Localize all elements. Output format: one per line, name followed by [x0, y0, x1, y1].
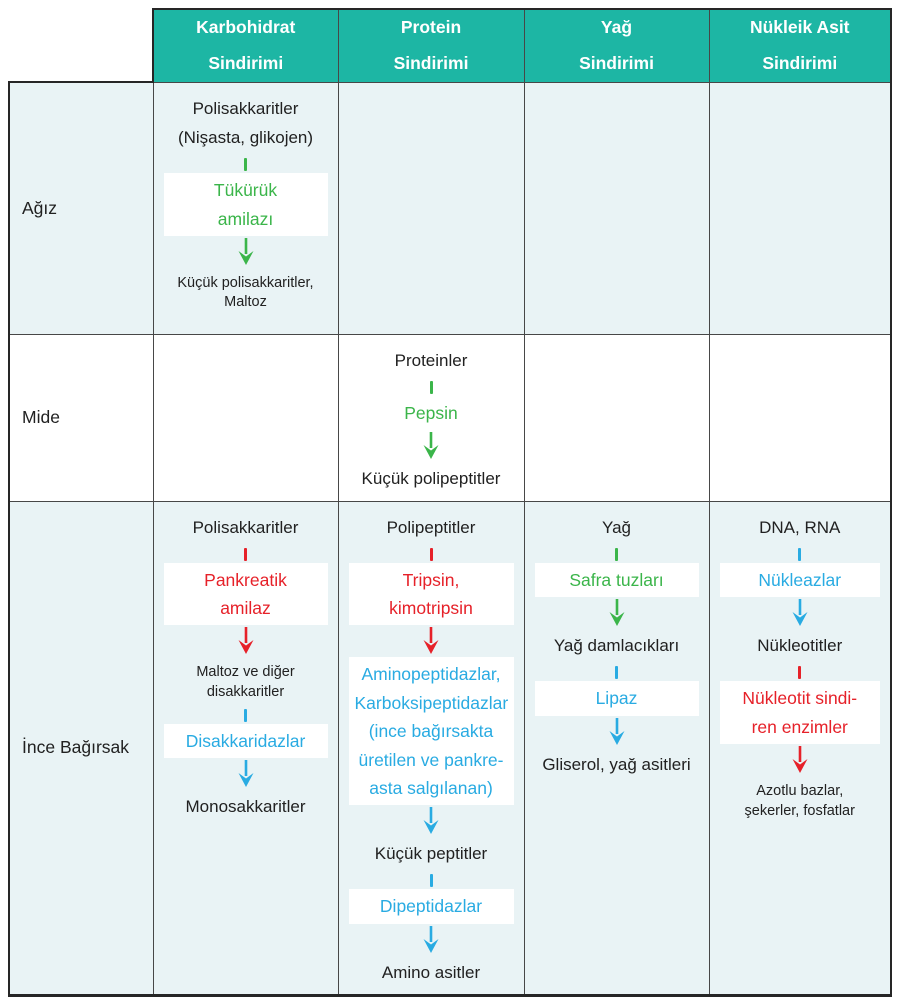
down-arrow-icon [423, 432, 439, 460]
cell: Yağ Safra tuzları Yağ damlacıkları Lipaz Gli… [523, 500, 710, 997]
substrate-text: Küçük polipeptitler [361, 469, 501, 489]
substrate-text: Yağ [602, 517, 631, 537]
column-header-yag: Yağ Sindirimi [523, 7, 710, 83]
substrate-text: Yağ damlacıkları [553, 636, 680, 656]
flow-cell [710, 335, 889, 347]
column-header-line: Nükleik Asit [749, 17, 850, 37]
column-header-line: Karbohidrat [196, 17, 296, 37]
flow-cell: Polisakkaritler (Nişasta, glikojen) Tükürü… [154, 83, 337, 320]
flow-tick [429, 547, 433, 561]
column-header-nukleik-asit: Nükleik Asit Sindirimi [708, 7, 892, 83]
substrate-text: Polisakkaritler [192, 517, 299, 537]
cell [337, 81, 525, 335]
flow-cell: DNA, RNA Nükleazlar Nükleotitler Nükleotit … [710, 502, 889, 828]
flow-cell: Proteinler Pepsin Küçük polipeptitler [339, 335, 523, 500]
cell [708, 81, 892, 335]
substrate-text: Küçük polisakkaritler, Maltoz [177, 274, 314, 311]
enzyme-label: Tripsin, kimotripsin [348, 562, 514, 626]
cell: Polipeptitler Tripsin, kimotripsin Aminopep… [337, 500, 525, 997]
substrate-text: Proteinler [394, 350, 468, 370]
flow-cell: Polisakkaritler Pankreatik amilaz Maltoz ve… [154, 502, 337, 828]
flow-cell [525, 83, 708, 95]
cell: Polisakkaritler (Nişasta, glikojen) Tükürü… [152, 81, 339, 335]
flow-cell [339, 83, 523, 95]
row-label: Ağız [8, 81, 154, 335]
cell [523, 81, 710, 335]
flow-tick [615, 666, 618, 680]
flow-tick [429, 874, 433, 888]
enzyme-label: Pepsin [348, 395, 514, 431]
row-label-text: Ağız [22, 198, 58, 218]
cell [523, 333, 710, 502]
cell: Polisakkaritler Pankreatik amilaz Maltoz ve… [152, 500, 339, 997]
substrate-text: Amino asitler [381, 962, 481, 982]
down-arrow-icon [792, 599, 808, 627]
enzyme-label: Aminopeptidazlar, Karboksipeptidazlar (inc… [348, 657, 514, 806]
down-arrow-icon [609, 717, 624, 745]
cell [152, 333, 339, 502]
column-header-karbohidrat: Karbohidrat Sindirimi [152, 7, 339, 83]
flow-cell: Polipeptitler Tripsin, kimotripsin Aminopep… [339, 502, 523, 992]
column-header-line: Sindirimi [762, 52, 838, 73]
enzyme-label: Dipeptidazlar [348, 889, 514, 924]
down-arrow-icon [609, 599, 624, 627]
flow-tick [244, 708, 247, 722]
enzyme-label: Disakkaridazlar [163, 723, 328, 758]
flow-tick [244, 158, 247, 172]
down-arrow-icon [238, 759, 253, 787]
enzyme-label: Nükleotit sindi-ren enzimler [719, 681, 880, 745]
row-label-text: Mide [22, 407, 60, 428]
page: Karbohidrat Sindirimi Protein Sindirimi Yağ S… [0, 7, 898, 997]
row-label: Mide [8, 333, 154, 502]
down-arrow-icon [238, 627, 253, 655]
substrate-text: Küçük peptitler [374, 844, 488, 864]
down-arrow-icon [423, 925, 439, 953]
cell [708, 333, 892, 502]
flow-tick [798, 547, 802, 561]
column-header-line: Sindirimi [208, 52, 284, 73]
enzyme-label: Nükleazlar [719, 562, 880, 598]
enzyme-label: Lipaz [534, 681, 699, 716]
down-arrow-icon [423, 627, 439, 655]
enzyme-label: Tükürük amilazı [163, 173, 328, 236]
digestion-table: Karbohidrat Sindirimi Protein Sindirimi Yağ S… [8, 7, 892, 997]
column-header-line: Sindirimi [393, 52, 469, 73]
flow-tick [429, 380, 433, 394]
flow-tick [244, 547, 247, 561]
column-header-protein: Protein Sindirimi [337, 7, 525, 83]
flow-cell [154, 335, 337, 347]
column-header-line: Sindirimi [579, 52, 654, 73]
substrate-text: Gliserol, yağ asitleri [542, 754, 691, 774]
flow-cell [710, 83, 889, 95]
down-arrow-icon [423, 807, 439, 835]
column-header-line: Protein [400, 17, 462, 37]
substrate-text: Polisakkaritler (Nişasta, glikojen) [177, 98, 314, 147]
substrate-text: Monosakkaritler [185, 796, 306, 816]
substrate-text: Maltoz ve diğer disakkaritler [196, 664, 295, 701]
substrate-text: Azotlu bazlar, şekerler, fosfatlar [744, 783, 855, 819]
row-label-text: İnce Bağırsak [22, 737, 129, 758]
flow-tick [615, 547, 618, 561]
corner-blank-cell [9, 9, 153, 83]
down-arrow-icon [238, 237, 253, 265]
cell: DNA, RNA Nükleazlar Nükleotitler Nükleotit … [708, 500, 892, 997]
enzyme-label: Safra tuzları [534, 562, 699, 598]
substrate-text: Nükleotitler [757, 636, 843, 656]
flow-cell: Yağ Safra tuzları Yağ damlacıkları Lipaz Gli… [525, 502, 708, 786]
row-label: İnce Bağırsak [8, 500, 154, 997]
enzyme-label: Pankreatik amilaz [163, 562, 328, 626]
flow-tick [798, 666, 802, 680]
substrate-text: Polipeptitler [386, 517, 476, 537]
cell: Proteinler Pepsin Küçük polipeptitler [337, 333, 525, 502]
substrate-text: DNA, RNA [759, 517, 841, 537]
flow-cell [525, 335, 708, 347]
column-header-line: Yağ [600, 17, 633, 37]
down-arrow-icon [792, 746, 808, 774]
